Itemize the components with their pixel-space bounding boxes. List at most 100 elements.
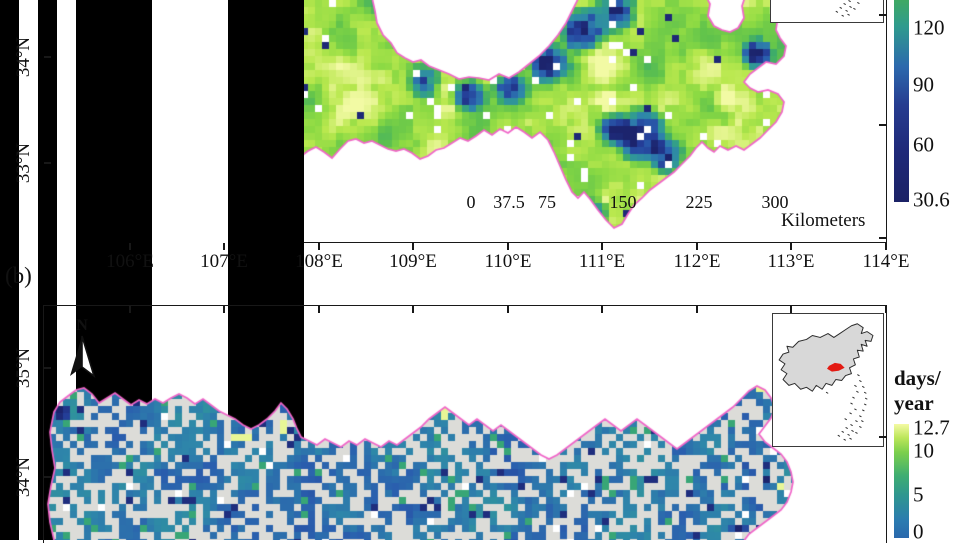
x-tick-mark [129, 243, 131, 250]
north-arrow: N [70, 317, 96, 379]
right-tick-mark [879, 237, 886, 239]
island-dash [843, 438, 847, 441]
island-dash [845, 9, 848, 12]
y-tick-label: 33°N [13, 142, 34, 184]
y-tick-label: 34°N [13, 456, 34, 498]
right-tick-mark [879, 124, 886, 126]
island-dash [854, 384, 857, 387]
x-tick-label: 110°E [484, 251, 532, 272]
island-dash [844, 418, 848, 421]
x-tick-label: 114°E [862, 251, 910, 272]
island-dash [849, 5, 852, 8]
island-dash [845, 426, 848, 430]
scale-bar-segment [19, 0, 38, 540]
island-dash [861, 409, 865, 412]
island-dash [859, 415, 862, 418]
island-dash [856, 390, 859, 393]
x-tick-label: 113°E [767, 251, 815, 272]
island-dash [859, 425, 862, 429]
panel-a-china-inset [770, 0, 884, 23]
x-tick-label: 111°E [578, 251, 626, 272]
island-dash [849, 412, 852, 415]
scale-bar-number: 0 [466, 192, 476, 212]
island-dash [851, 429, 854, 432]
island-dash [835, 10, 839, 13]
scale-bar-segment [0, 0, 19, 540]
y-tick-label: 35°N [13, 347, 34, 389]
china-map-graphic [778, 323, 874, 441]
x-tick-label: 112°E [673, 251, 721, 272]
x-tick-mark [223, 243, 225, 250]
island-dash [841, 430, 845, 433]
north-arrow-right-half [81, 335, 96, 379]
colorbar-b-title-line2: year [894, 391, 934, 415]
island-dash [847, 433, 850, 436]
island-dash [857, 374, 860, 377]
island-dash [850, 424, 853, 427]
island-dash [825, 391, 829, 394]
scale-bar-body [0, 0, 304, 540]
colorbar-b-title: days/ year [894, 366, 941, 416]
map-b-raster [44, 307, 886, 540]
china-map-graphic [835, 0, 860, 17]
scale-bar-number: 300 [761, 192, 789, 212]
x-tick-mark [696, 243, 698, 250]
island-dash [848, 0, 851, 3]
colorbar-a-tick-label: 60 [913, 132, 934, 157]
island-dash [841, 14, 845, 17]
x-tick-label: 106°E [106, 251, 154, 272]
north-arrow-label: N [76, 317, 88, 334]
island-dash [837, 434, 841, 437]
island-dash [859, 380, 862, 383]
y-tick-mark [44, 367, 51, 369]
colorbar-b-tick-label: 5 [913, 482, 924, 507]
island-dash [854, 408, 857, 411]
island-dash [861, 385, 865, 388]
x-tick-mark [507, 243, 509, 250]
scale-bar-number: 37.5 [493, 192, 525, 212]
y-tick-label: 34°N [13, 36, 34, 78]
x-tick-label: 109°E [389, 251, 437, 272]
scale-bar-unit: Kilometers [781, 210, 866, 231]
panel-a-colorbar [894, 0, 909, 202]
island-dash [853, 7, 856, 10]
scale-bar-number: 225 [685, 192, 713, 212]
y-tick-mark [44, 476, 51, 478]
colorbar-b-tick-label: 0 [913, 519, 924, 544]
scale-bar-number: 75 [538, 192, 556, 212]
panel-b-label: (b) [5, 263, 32, 288]
colorbar-b-title-line1: days/ [894, 366, 941, 390]
island-dash [855, 431, 858, 434]
x-tick-label: 108°E [295, 251, 343, 272]
island-dash [847, 13, 850, 16]
island-dash [864, 397, 868, 400]
china-outline [778, 323, 874, 392]
colorbar-b-tick-label: 12.7 [913, 415, 950, 440]
island-dash [852, 396, 855, 399]
scale-bar-number: 150 [609, 192, 637, 212]
study-area-highlight [827, 362, 845, 372]
x-tick-label: 107°E [200, 251, 248, 272]
colorbar-a-tick-label: 90 [913, 72, 934, 97]
panel-b-plot-frame [43, 305, 887, 543]
island-dash [839, 6, 843, 9]
y-tick-mark [44, 56, 51, 58]
north-arrow-left-half [70, 336, 82, 376]
island-dash [863, 391, 867, 394]
colorbar-a-tick-label: 30.6 [913, 187, 950, 212]
island-dash [861, 420, 864, 423]
island-dash [857, 1, 860, 5]
x-tick-mark [790, 243, 792, 250]
right-tick-mark [879, 14, 886, 16]
colorbar-a-tick-label: 120 [913, 15, 945, 40]
right-tick-mark [879, 436, 886, 438]
colorbar-b-tick-label: 10 [913, 438, 934, 463]
island-dash [863, 403, 867, 406]
x-tick-mark [885, 243, 887, 250]
panel-b-china-inset [772, 313, 884, 447]
island-dash [849, 437, 852, 440]
x-tick-mark [318, 243, 320, 250]
island-dash [843, 2, 846, 6]
y-tick-mark [44, 162, 51, 164]
